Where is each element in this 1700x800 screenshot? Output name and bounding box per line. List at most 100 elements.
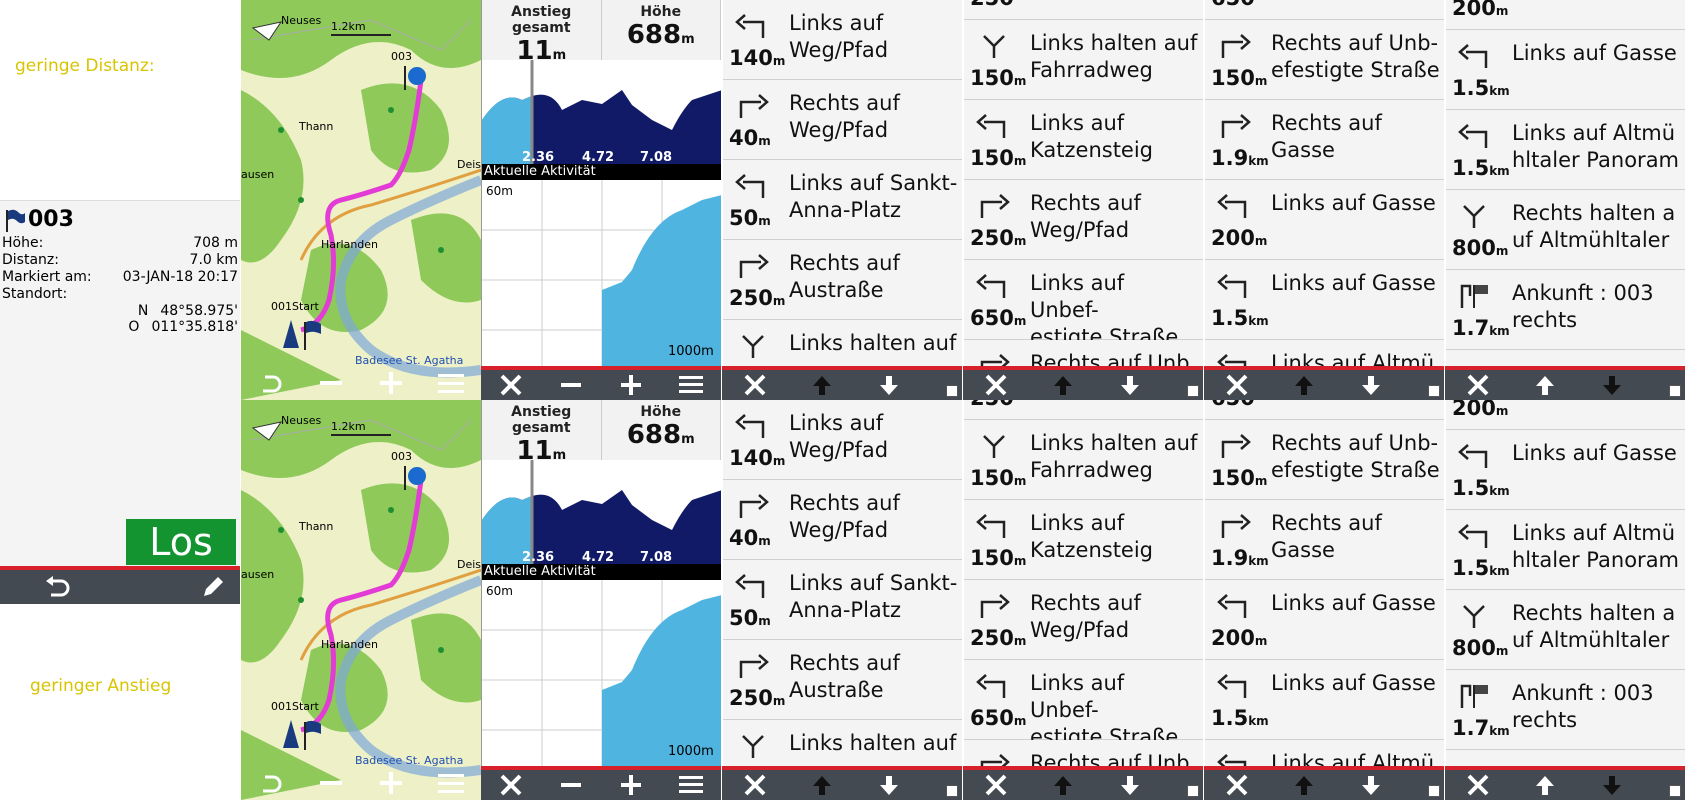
zoom-out-button[interactable]	[301, 770, 361, 796]
zoom-out-button[interactable]	[541, 370, 601, 400]
turn-list[interactable]: 650 150m Rechts auf Unb- efestigte Straß…	[1204, 400, 1444, 766]
turn-right-icon	[1217, 432, 1253, 460]
turn-list-item[interactable]: 50m Links auf Sankt- Anna-Platz	[723, 560, 962, 640]
back-button[interactable]	[0, 570, 113, 604]
turn-list-item[interactable]: 1.5km Links auf Gasse	[1446, 30, 1685, 110]
close-button[interactable]	[1204, 370, 1271, 400]
turn-list-item[interactable]: 1.9km Rechts auf Gasse	[1205, 100, 1444, 180]
turn-list-item[interactable]: 1.7km Ankunft : 003 rechts	[1446, 670, 1685, 750]
turn-instruction: Links auf Altmü	[1271, 351, 1435, 366]
scroll-up-button[interactable]	[789, 770, 856, 800]
turn-list-item[interactable]: Links halten auf	[723, 320, 962, 366]
close-button[interactable]	[963, 770, 1030, 800]
zoom-out-button[interactable]	[541, 770, 601, 800]
close-button[interactable]	[1445, 770, 1512, 800]
turn-list-item[interactable]: 800m Rechts halten a uf Altmühltaler	[1446, 190, 1685, 270]
turn-list-item[interactable]: 1.7km Ankunft : 003 rechts	[1446, 270, 1685, 350]
scroll-down-button[interactable]	[1337, 770, 1404, 800]
map-menu-button[interactable]	[421, 771, 481, 795]
map-back-button[interactable]	[241, 371, 301, 395]
close-button[interactable]	[722, 370, 789, 400]
turn-list-item[interactable]: 200m	[1446, 0, 1685, 30]
turn-list[interactable]: 200m 1.5km Links auf Gasse 1.5km Links a…	[1445, 0, 1685, 366]
close-button[interactable]	[1204, 770, 1271, 800]
scroll-up-button[interactable]	[1512, 770, 1579, 800]
zoom-in-button[interactable]	[361, 370, 421, 396]
turn-list-item[interactable]: Rechts auf Unb	[964, 740, 1203, 766]
turn-list-item[interactable]: 800m Rechts halten a uf Altmühltaler	[1446, 590, 1685, 670]
turn-list[interactable]: 650 150m Rechts auf Unb- efestigte Straß…	[1204, 0, 1444, 366]
turn-list-item[interactable]: 1.5km Links auf Gasse	[1205, 260, 1444, 340]
turn-list-item[interactable]: Links auf Altmü	[1205, 740, 1444, 766]
map-view[interactable]: 1.2km Neuses Thann Harlanden ausen Deisi…	[241, 400, 481, 800]
turn-list-item[interactable]: 1.9km Rechts auf Gasse	[1205, 500, 1444, 580]
close-button[interactable]	[481, 370, 541, 400]
scroll-down-button[interactable]	[1337, 370, 1404, 400]
scroll-down-button[interactable]	[855, 370, 922, 400]
turn-list[interactable]: 140m Links auf Weg/Pfad 40m Rechts auf W…	[722, 400, 962, 766]
turn-list-item[interactable]: 150m Links halten auf Fahrradweg	[964, 20, 1203, 100]
turn-list-item[interactable]: 40m Rechts auf Weg/Pfad	[723, 80, 962, 160]
turn-list[interactable]: 200m 1.5km Links auf Gasse 1.5km Links a…	[1445, 400, 1685, 766]
scroll-up-button[interactable]	[1271, 370, 1338, 400]
turn-list[interactable]: 250 150m Links halten auf Fahrradweg 150…	[963, 400, 1203, 766]
turn-list-item[interactable]: 200m	[1446, 400, 1685, 430]
turn-list-item[interactable]: 150m Rechts auf Unb- efestigte Straße	[1205, 420, 1444, 500]
turn-list-item[interactable]: 250m Rechts auf Weg/Pfad	[964, 180, 1203, 260]
turn-list[interactable]: 250 150m Links halten auf Fahrradweg 150…	[963, 0, 1203, 366]
turn-list-item[interactable]: 150m Links auf Katzensteig	[964, 100, 1203, 180]
scroll-up-button[interactable]	[1030, 770, 1097, 800]
turn-list-item[interactable]: 250m Rechts auf Austraße	[723, 240, 962, 320]
edit-button[interactable]	[113, 570, 240, 604]
turn-list-item[interactable]: Rechts auf Unb	[964, 340, 1203, 366]
go-button[interactable]: Los	[126, 519, 236, 565]
turn-list-item[interactable]: 250m Rechts auf Weg/Pfad	[964, 580, 1203, 660]
close-button[interactable]	[722, 770, 789, 800]
turn-list-item[interactable]: 200m Links auf Gasse	[1205, 580, 1444, 660]
close-button[interactable]	[481, 770, 541, 800]
scroll-up-button[interactable]	[1271, 770, 1338, 800]
turn-distance: 1.5km	[1211, 306, 1269, 330]
turn-instruction: Rechts auf Weg/Pfad	[789, 91, 900, 142]
turn-list-item[interactable]: 1.5km Links auf Gasse	[1446, 430, 1685, 510]
close-button[interactable]	[1445, 370, 1512, 400]
turn-list-item[interactable]: 650m Links auf Unbef- estigte Straße	[964, 660, 1203, 749]
turn-list-item[interactable]: 150m Links auf Katzensteig	[964, 500, 1203, 580]
turn-list-item[interactable]: 150m Links halten auf Fahrradweg	[964, 420, 1203, 500]
scroll-up-button[interactable]	[1512, 370, 1579, 400]
scroll-up-button[interactable]	[1030, 370, 1097, 400]
scroll-down-button[interactable]	[1096, 370, 1163, 400]
turn-list-item[interactable]: 250m Rechts auf Austraße	[723, 640, 962, 720]
map-back-button[interactable]	[241, 771, 301, 795]
scroll-down-button[interactable]	[855, 770, 922, 800]
activity-top: 60m	[486, 184, 513, 198]
menu-button[interactable]	[661, 770, 721, 800]
turn-list-item[interactable]: 50m Links auf Sankt- Anna-Platz	[723, 160, 962, 240]
zoom-out-button[interactable]	[301, 370, 361, 396]
turn-list-item[interactable]: Links auf Altmü	[1205, 340, 1444, 366]
turn-list-item[interactable]: Links halten auf	[723, 720, 962, 766]
turn-list-item[interactable]: 200m Links auf Gasse	[1205, 180, 1444, 260]
turn-list-item[interactable]: 140m Links auf Weg/Pfad	[723, 400, 962, 480]
turn-list-item[interactable]: 1.5km Links auf Gasse	[1205, 660, 1444, 740]
map-menu-button[interactable]	[421, 371, 481, 395]
scroll-down-button[interactable]	[1096, 770, 1163, 800]
close-button[interactable]	[963, 370, 1030, 400]
zoom-in-button[interactable]	[601, 370, 661, 400]
scroll-down-button[interactable]	[1578, 370, 1645, 400]
turn-list-item[interactable]: 40m Rechts auf Weg/Pfad	[723, 480, 962, 560]
turn-list-item[interactable]: 1.5km Links auf Altmü hltaler Panoram	[1446, 110, 1685, 190]
scroll-down-button[interactable]	[1578, 770, 1645, 800]
turn-list-item[interactable]: 1.5km Links auf Altmü hltaler Panoram	[1446, 510, 1685, 590]
map-view[interactable]: 1.2km Neuses Thann Harlanden ausen Deisi…	[241, 0, 481, 400]
zoom-in-button[interactable]	[361, 770, 421, 796]
scroll-up-button[interactable]	[789, 370, 856, 400]
turn-list-item[interactable]: 150m Rechts auf Unb- efestigte Straße	[1205, 20, 1444, 100]
turn-list-item[interactable]: 140m Links auf Weg/Pfad	[723, 0, 962, 80]
pencil-icon	[204, 577, 223, 596]
zoom-in-button[interactable]	[601, 770, 661, 800]
turn-list[interactable]: 140m Links auf Weg/Pfad 40m Rechts auf W…	[722, 0, 962, 366]
turn-distance: 150m	[1211, 66, 1268, 90]
turn-list-item[interactable]: 650m Links auf Unbef- estigte Straße	[964, 260, 1203, 349]
menu-button[interactable]	[661, 370, 721, 400]
